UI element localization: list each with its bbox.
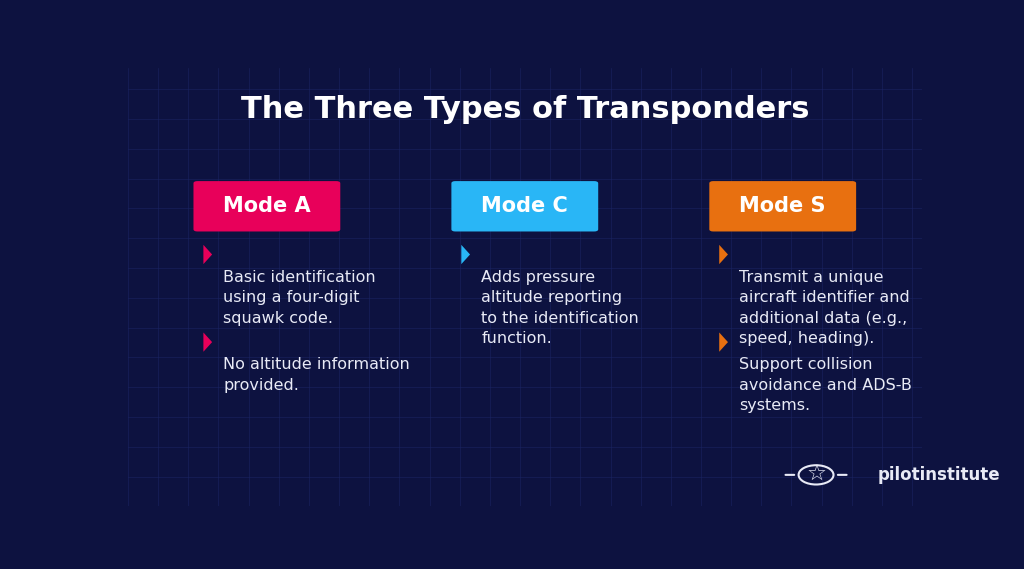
Text: Mode C: Mode C xyxy=(481,196,568,216)
Text: The Three Types of Transponders: The Three Types of Transponders xyxy=(241,96,809,125)
Text: Support collision
avoidance and ADS-B
systems.: Support collision avoidance and ADS-B sy… xyxy=(739,357,912,413)
Polygon shape xyxy=(204,332,212,352)
FancyBboxPatch shape xyxy=(194,181,340,232)
Text: Basic identification
using a four-digit
squawk code.: Basic identification using a four-digit … xyxy=(223,270,376,325)
Text: ☆: ☆ xyxy=(806,465,826,485)
Polygon shape xyxy=(461,245,470,264)
Text: Adds pressure
altitude reporting
to the identification
function.: Adds pressure altitude reporting to the … xyxy=(481,270,639,346)
Text: Mode A: Mode A xyxy=(223,196,310,216)
Polygon shape xyxy=(204,245,212,264)
Polygon shape xyxy=(719,245,728,264)
Text: Mode S: Mode S xyxy=(739,196,826,216)
FancyBboxPatch shape xyxy=(452,181,598,232)
Text: pilotinstitute: pilotinstitute xyxy=(878,466,1000,484)
Polygon shape xyxy=(719,332,728,352)
Text: Transmit a unique
aircraft identifier and
additional data (e.g.,
speed, heading): Transmit a unique aircraft identifier an… xyxy=(739,270,909,346)
Text: No altitude information
provided.: No altitude information provided. xyxy=(223,357,410,393)
FancyBboxPatch shape xyxy=(710,181,856,232)
